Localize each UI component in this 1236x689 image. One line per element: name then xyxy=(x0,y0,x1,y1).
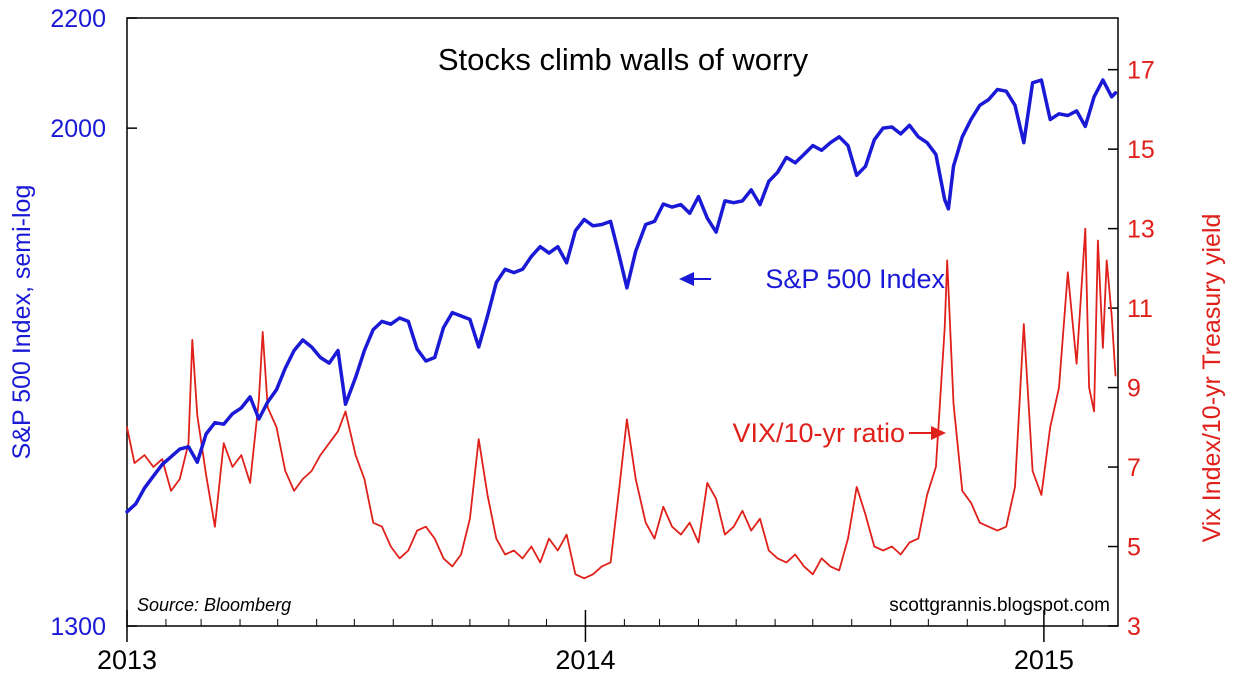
right-tick-label: 11 xyxy=(1127,295,1153,323)
right-tick-label: 17 xyxy=(1127,57,1155,85)
x-major-ticks: 2013 2014 2015 xyxy=(97,610,1074,675)
left-tick-label: 1300 xyxy=(50,613,106,641)
left-axis-ticks: 2200 2000 1300 xyxy=(50,5,137,641)
right-tick-label: 7 xyxy=(1127,454,1141,482)
right-axis-ticks: 17 15 13 11 9 7 5 3 xyxy=(1108,57,1155,641)
chart-title: Stocks climb walls of worry xyxy=(438,42,809,77)
right-tick-label: 3 xyxy=(1127,613,1141,641)
right-tick-label: 9 xyxy=(1127,375,1141,403)
x-tick-label: 2014 xyxy=(555,645,615,675)
x-tick-label: 2015 xyxy=(1014,645,1074,675)
right-tick-label: 5 xyxy=(1127,534,1141,562)
right-tick-label: 15 xyxy=(1127,136,1155,164)
credit-note: scottgrannis.blogspot.com xyxy=(889,595,1110,616)
left-tick-label: 2000 xyxy=(50,115,106,143)
right-tick-label: 13 xyxy=(1127,216,1155,244)
x-tick-label: 2013 xyxy=(97,645,157,675)
right-axis-label: Vix Index/10-yr Treasury yield xyxy=(1198,214,1226,543)
vix-annotation: VIX/10-yr ratio xyxy=(732,418,905,448)
series-layer xyxy=(125,78,1118,580)
sp500-annotation-arrow xyxy=(679,272,711,286)
sp500-annotation: S&P 500 Index xyxy=(765,264,945,294)
left-axis-label: S&P 500 Index, semi-log xyxy=(8,185,36,460)
sp500-series-line xyxy=(125,78,1118,514)
source-note: Source: Bloomberg xyxy=(137,595,291,615)
plot-area xyxy=(126,17,1119,627)
left-tick-label: 2200 xyxy=(50,5,106,33)
vix-series-line xyxy=(126,227,1117,580)
vix-annotation-arrow xyxy=(909,426,946,440)
